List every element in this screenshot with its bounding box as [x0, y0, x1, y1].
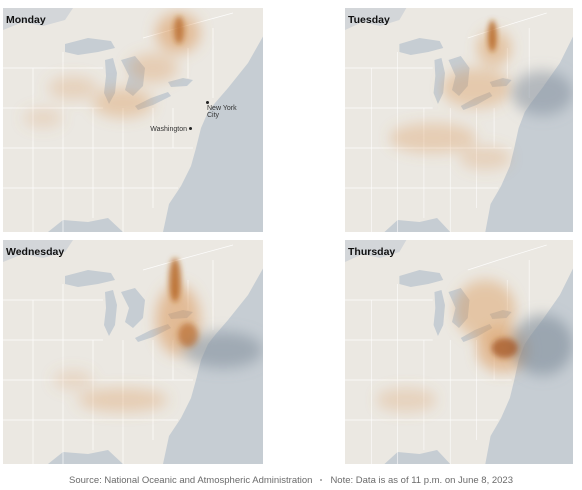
note: Note: Data is as of 11 p.m. on June 8, 2… — [330, 475, 513, 486]
day-label: Tuesday — [348, 14, 390, 26]
map — [345, 8, 573, 232]
map-panel: Monday New York City Washington — [3, 8, 263, 232]
city-dot — [206, 101, 209, 104]
city-label: Washington — [150, 126, 187, 133]
map — [3, 8, 263, 232]
day-label: Monday — [6, 14, 46, 26]
source: Source: National Oceanic and Atmospheric… — [69, 475, 313, 486]
city-dot — [189, 127, 192, 130]
map-panel: Wednesday — [3, 240, 263, 464]
map — [3, 240, 263, 464]
day-label: Wednesday — [6, 246, 65, 258]
footer: Source: National Oceanic and Atmospheric… — [0, 475, 582, 486]
day-label: Thursday — [348, 246, 396, 258]
city-label: New York City — [207, 105, 237, 119]
map-panel: Tuesday — [345, 8, 573, 232]
map — [345, 240, 573, 464]
separator — [320, 479, 323, 482]
map-panel: Thursday — [345, 240, 573, 464]
